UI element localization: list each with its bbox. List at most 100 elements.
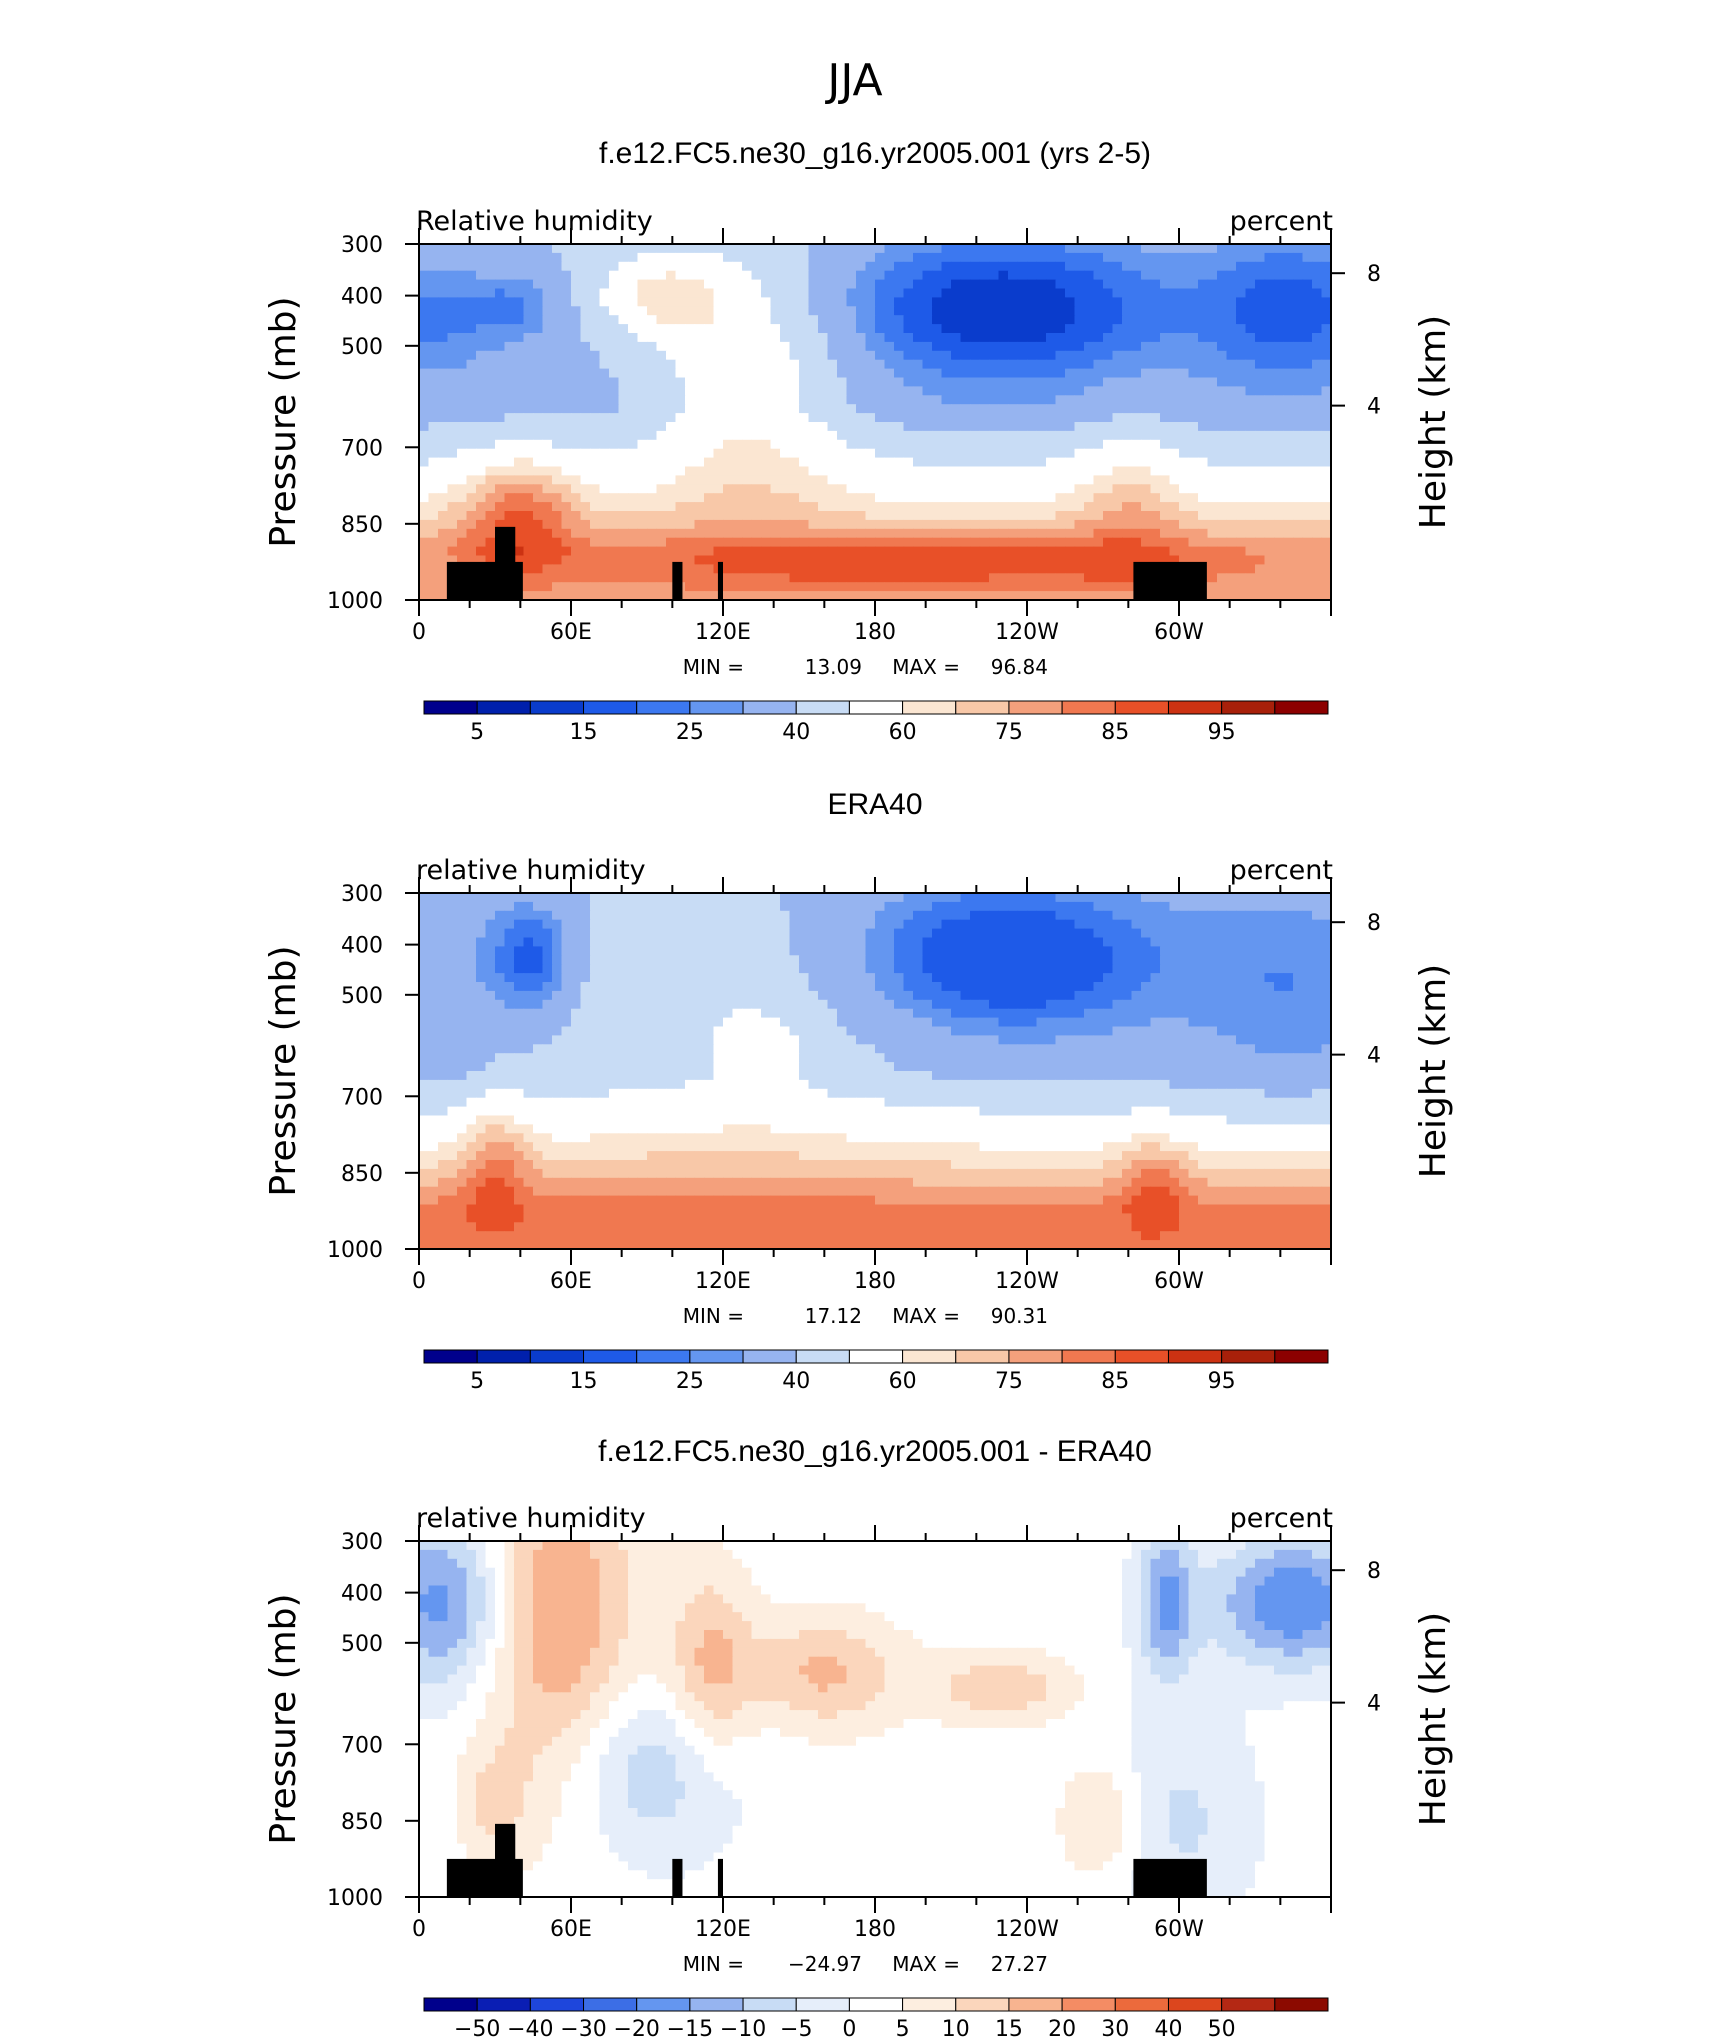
- field-cell: [618, 359, 629, 370]
- field-cell: [1055, 519, 1066, 530]
- field-cell: [466, 244, 477, 254]
- field-cell: [818, 279, 829, 290]
- field-cell: [1264, 937, 1275, 947]
- field-cell: [704, 359, 715, 370]
- field-cell: [1017, 564, 1028, 574]
- field-cell: [447, 297, 458, 307]
- field-cell: [618, 511, 629, 521]
- field-cell: [1217, 448, 1228, 459]
- field-cell: [723, 315, 734, 325]
- field-cell: [856, 270, 867, 281]
- field-cell: [1255, 946, 1266, 956]
- field-cell: [571, 502, 582, 512]
- field-cell: [818, 937, 829, 947]
- field-cell: [466, 386, 477, 396]
- field-cell: [1112, 377, 1123, 387]
- field-cell: [1093, 964, 1104, 974]
- field-cell: [1103, 448, 1114, 459]
- field-cell: [523, 955, 534, 965]
- field-cell: [1074, 306, 1085, 316]
- field-cell: [913, 395, 924, 405]
- field-cell: [1179, 484, 1190, 494]
- field-cell: [837, 413, 848, 423]
- field-cell: [884, 893, 895, 903]
- field-cell: [789, 404, 800, 414]
- field-cell: [561, 466, 572, 476]
- field-cell: [561, 288, 572, 298]
- field-cell: [704, 964, 715, 974]
- field-cell: [979, 386, 990, 396]
- field-cell: [1169, 306, 1180, 316]
- field-cell: [1283, 591, 1294, 601]
- field-cell: [913, 457, 924, 468]
- field-cell: [561, 413, 572, 423]
- field-cell: [1122, 333, 1133, 343]
- field-cell: [903, 413, 914, 423]
- field-cell: [770, 279, 781, 290]
- field-cell: [1226, 955, 1237, 965]
- field-cell: [1188, 439, 1199, 450]
- field-cell: [599, 448, 610, 459]
- field-cell: [466, 395, 477, 405]
- field-cell: [932, 946, 943, 956]
- field-cell: [732, 457, 743, 468]
- field-cell: [428, 493, 439, 503]
- field-cell: [628, 937, 639, 947]
- field-cell: [561, 493, 572, 503]
- field-cell: [1122, 555, 1133, 565]
- field-cell: [647, 528, 658, 539]
- field-cell: [960, 555, 971, 565]
- field-cell: [618, 448, 629, 459]
- field-cell: [894, 306, 905, 316]
- field-cell: [941, 591, 952, 601]
- field-cell: [419, 555, 430, 565]
- field-cell: [438, 368, 449, 379]
- field-cell: [808, 937, 819, 947]
- field-cell: [466, 306, 477, 316]
- field-cell: [1065, 573, 1076, 583]
- field-cell: [713, 439, 724, 450]
- field-cell: [1179, 306, 1190, 316]
- field-cell: [875, 315, 886, 325]
- field-cell: [457, 946, 468, 956]
- field-cell: [1008, 306, 1019, 316]
- field-cell: [599, 937, 610, 947]
- field-cell: [998, 964, 1009, 974]
- field-cell: [457, 297, 468, 307]
- field-cell: [742, 475, 753, 485]
- field-cell: [846, 564, 857, 574]
- field-cell: [1084, 359, 1095, 370]
- field-cell: [932, 244, 943, 254]
- field-cell: [1027, 555, 1038, 565]
- field-cell: [875, 964, 886, 974]
- field-cell: [1036, 955, 1047, 965]
- field-cell: [827, 475, 838, 485]
- field-cell: [1283, 973, 1294, 983]
- field-cell: [998, 333, 1009, 343]
- field-cell: [599, 537, 610, 548]
- field-cell: [1084, 306, 1095, 316]
- field-cell: [1093, 955, 1104, 965]
- field-cell: [913, 279, 924, 290]
- field-cell: [998, 359, 1009, 370]
- field-cell: [780, 324, 791, 334]
- field-cell: [428, 537, 439, 548]
- field-cell: [837, 252, 848, 263]
- field-cell: [884, 430, 895, 441]
- field-cell: [742, 582, 753, 592]
- field-cell: [1293, 502, 1304, 512]
- field-cell: [637, 973, 648, 983]
- field-cell: [533, 386, 544, 396]
- field-cell: [732, 502, 743, 512]
- field-cell: [1207, 368, 1218, 379]
- field-cell: [685, 475, 696, 485]
- field-cell: [1293, 404, 1304, 414]
- field-cell: [1103, 244, 1114, 254]
- field-cell: [1283, 439, 1294, 450]
- field-cell: [694, 341, 705, 352]
- field-cell: [495, 315, 506, 325]
- field-cell: [1074, 448, 1085, 459]
- field-cell: [837, 973, 848, 983]
- field-cell: [837, 511, 848, 521]
- field-cell: [571, 315, 582, 325]
